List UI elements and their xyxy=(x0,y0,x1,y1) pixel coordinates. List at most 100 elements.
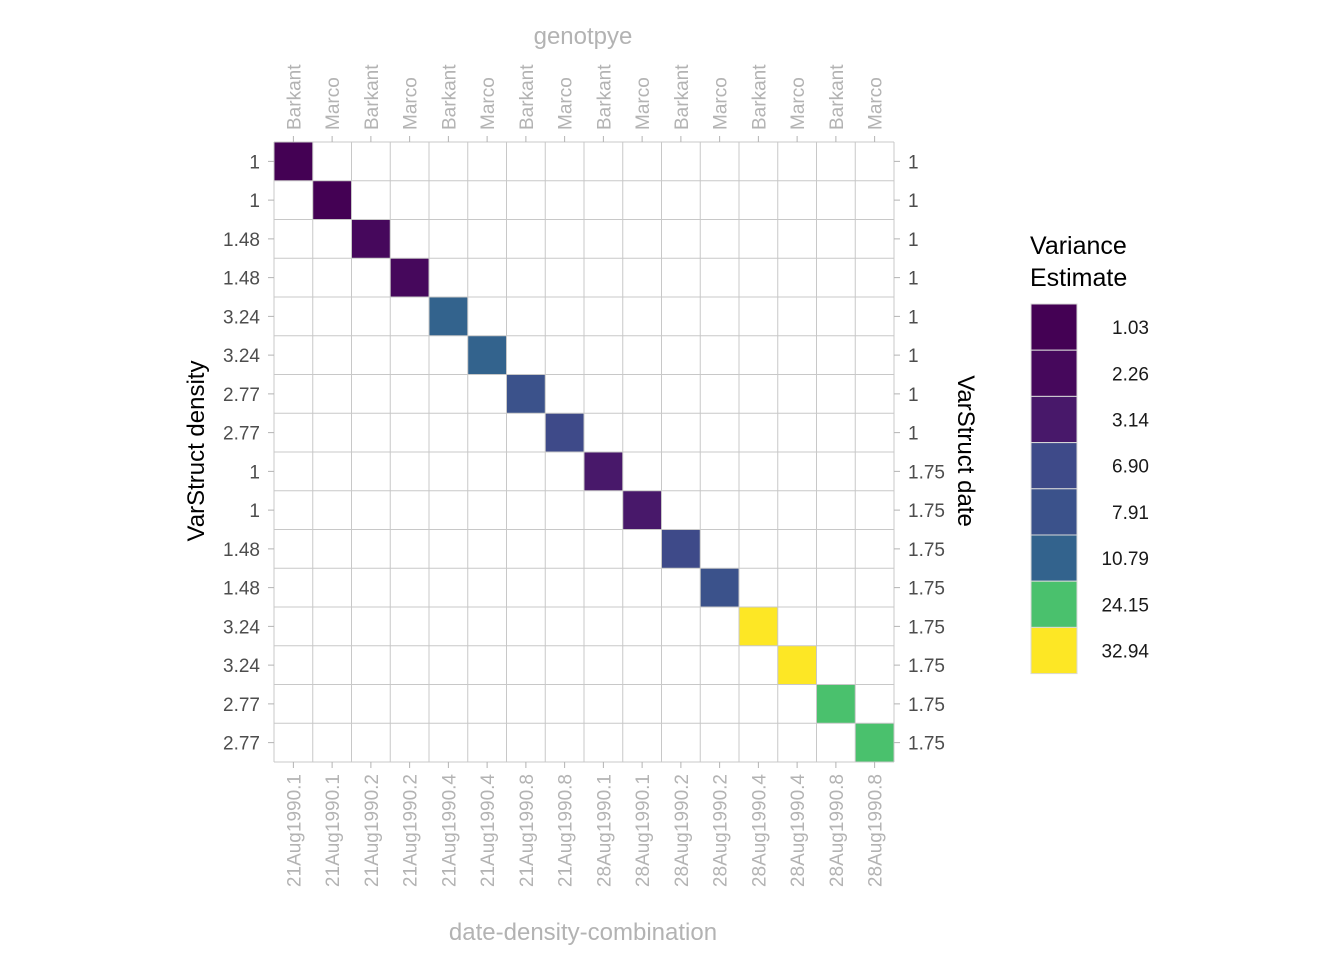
right-axis-label: 1 xyxy=(908,385,919,406)
bottom-axis-label: 21Aug1990.4 xyxy=(439,774,460,887)
top-axis-label: Marco xyxy=(323,77,344,130)
heatmap-cell xyxy=(467,335,507,375)
bottom-axis-title: date-density-combination xyxy=(449,919,717,946)
right-axis-label: 1.75 xyxy=(908,462,945,483)
bottom-axis-label: 28Aug1990.8 xyxy=(827,774,848,887)
left-axis-label: 3.24 xyxy=(223,617,260,638)
left-axis-label: 3.24 xyxy=(223,307,260,328)
bottom-axis-labels: 21Aug1990.1 21Aug1990.1 21Aug1990.2 21Aug19… xyxy=(284,774,886,887)
bottom-axis-label: 28Aug1990.8 xyxy=(866,774,887,887)
bottom-axis-label: 21Aug1990.1 xyxy=(323,774,344,887)
bottom-axis-label: 28Aug1990.1 xyxy=(594,774,615,887)
right-axis-label: 1.75 xyxy=(908,617,945,638)
top-axis-label: Barkant xyxy=(362,64,383,130)
legend-key xyxy=(1030,580,1078,628)
heatmap-cell xyxy=(429,297,468,336)
legend-label: 32.94 xyxy=(1101,642,1149,663)
right-axis-label: 1 xyxy=(908,152,919,173)
heatmap-cell xyxy=(855,723,894,762)
legend-title-line-2: Estimate xyxy=(1030,264,1127,292)
top-axis-label: Marco xyxy=(401,77,422,130)
top-axis-label: Barkant xyxy=(284,64,305,130)
right-axis-label: 1 xyxy=(908,230,919,251)
bottom-axis-label: 28Aug1990.4 xyxy=(788,774,809,887)
right-axis-label: 1.75 xyxy=(908,501,945,522)
legend-key xyxy=(1030,349,1078,397)
bottom-axis-label: 21Aug1990.8 xyxy=(517,774,538,887)
right-axis-label: 1 xyxy=(908,191,919,212)
axis-ticks xyxy=(268,136,900,768)
top-axis-label: Marco xyxy=(478,77,499,130)
heatmap-cells xyxy=(274,142,894,762)
legend-entries: 1.03 2.26 3.14 6.90 7.91 10.79 24.15 32.94 xyxy=(1030,303,1149,675)
right-axis-title: VarStruct date xyxy=(952,375,979,527)
right-axis-label: 1.75 xyxy=(908,540,945,561)
heatmap-cell xyxy=(739,607,778,646)
left-axis-label: 1.48 xyxy=(223,579,260,600)
right-axis-label: 1 xyxy=(908,424,919,445)
heatmap-cell xyxy=(700,568,739,607)
legend-label: 3.14 xyxy=(1112,411,1149,432)
left-axis-label: 1 xyxy=(249,191,260,212)
legend-key xyxy=(1030,303,1078,351)
top-axis-label: Marco xyxy=(866,77,887,130)
heatmap-cell xyxy=(351,219,391,259)
legend: Variance Estimate 1.03 2.26 3.14 6.90 7.91 10… xyxy=(1030,232,1149,675)
heatmap-cell xyxy=(545,413,584,452)
heatmap-cell xyxy=(506,374,546,414)
left-axis-label: 2.77 xyxy=(223,734,260,755)
top-axis-labels: Barkant Marco Barkant Marco Barkant Marco Bark… xyxy=(284,64,886,130)
bottom-axis-label: 21Aug1990.8 xyxy=(556,774,577,887)
heatmap-cell xyxy=(816,684,856,724)
legend-label: 6.90 xyxy=(1112,457,1149,478)
top-axis-title: genotpye xyxy=(534,23,633,50)
left-axis-label: 1.48 xyxy=(223,269,260,290)
top-axis-label: Marco xyxy=(711,77,732,130)
legend-title-line-1: Variance xyxy=(1030,232,1127,260)
top-axis-label: Marco xyxy=(788,77,809,130)
heatmap-cell xyxy=(584,452,623,491)
top-axis-label: Marco xyxy=(556,77,577,130)
legend-label: 1.03 xyxy=(1112,318,1149,339)
bottom-axis-label: 21Aug1990.1 xyxy=(284,774,305,887)
right-axis-label: 1.75 xyxy=(908,695,945,716)
left-axis-label: 1 xyxy=(249,462,260,483)
bottom-axis-label: 21Aug1990.4 xyxy=(478,774,499,887)
top-axis-label: Barkant xyxy=(827,64,848,130)
legend-key xyxy=(1030,395,1078,444)
top-axis-label: Barkant xyxy=(594,64,615,130)
heatmap-cell xyxy=(390,258,429,297)
legend-key xyxy=(1030,534,1078,582)
left-axis-label: 1.48 xyxy=(223,540,260,561)
bottom-axis-label: 28Aug1990.1 xyxy=(633,774,654,887)
heatmap-grid xyxy=(273,141,895,763)
left-axis-label: 2.77 xyxy=(223,695,260,716)
heatmap-cell xyxy=(312,180,352,220)
top-axis-label: Barkant xyxy=(439,64,460,130)
left-axis-label: 1 xyxy=(249,152,260,173)
left-axis-label: 1 xyxy=(249,501,260,522)
left-axis-label: 2.77 xyxy=(223,385,260,406)
right-axis-label: 1 xyxy=(908,269,919,290)
left-axis-labels: 1 1 1.48 1.48 3.24 3.24 2.77 2.77 1 1 1.48 1.48 3.24… xyxy=(223,152,260,754)
legend-label: 2.26 xyxy=(1112,364,1149,385)
legend-label: 24.15 xyxy=(1101,595,1149,616)
left-axis-label: 1.48 xyxy=(223,230,260,251)
legend-key xyxy=(1030,626,1078,675)
heatmap-cell xyxy=(777,645,817,685)
right-axis-label: 1.75 xyxy=(908,656,945,677)
left-axis-title: VarStruct density xyxy=(183,361,210,542)
top-axis-label: Barkant xyxy=(517,64,538,130)
left-axis-label: 3.24 xyxy=(223,346,260,367)
bottom-axis-label: 28Aug1990.4 xyxy=(749,774,770,887)
heatmap-cell xyxy=(274,142,313,181)
left-axis-label: 2.77 xyxy=(223,424,260,445)
bottom-axis-label: 21Aug1990.2 xyxy=(401,774,422,887)
right-axis-labels: 1 1 1 1 1 1 1 1 1.75 1.75 1.75 1.75 1.75 1.75 1.75 1.75 xyxy=(908,152,945,754)
right-axis-label: 1.75 xyxy=(908,734,945,755)
legend-key xyxy=(1030,488,1078,536)
top-axis-label: Barkant xyxy=(672,64,693,130)
legend-label: 7.91 xyxy=(1112,503,1149,524)
heatmap-cell xyxy=(622,490,662,530)
